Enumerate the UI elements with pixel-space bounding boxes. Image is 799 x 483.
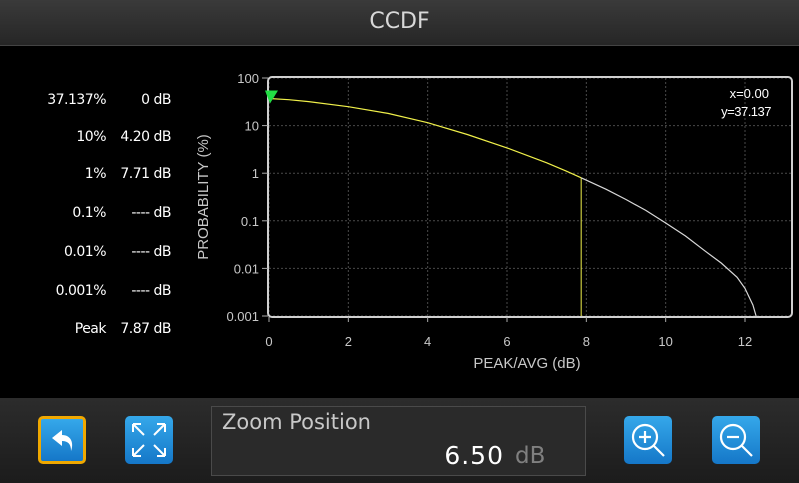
x-tick-label: 10 [658, 334, 672, 349]
back-button[interactable] [38, 416, 86, 464]
expand-arrows-icon [132, 423, 166, 457]
zoom-position-field[interactable]: Zoom Position 6.50 dB [211, 406, 586, 476]
zoom-in-button[interactable] [624, 416, 672, 464]
stat-row: 0.001% ---- dB [0, 283, 200, 303]
ccdf-chart[interactable]: 0 2 4 6 8 10 12 0.001 0.01 0.1 1 10 100 PEAK/AVG (dB… [0, 0, 799, 398]
cursor-readout-y: y=37.137 [721, 104, 771, 119]
zoom-position-label: Zoom Position [222, 410, 371, 434]
stat-percent: 10% [76, 129, 106, 145]
y-tick-label: 10 [245, 119, 259, 134]
stat-percent: 37.137% [47, 92, 106, 108]
window-title: CCDF [369, 9, 430, 34]
y-tick-label: 0.001 [226, 309, 259, 324]
zoom-out-button[interactable] [712, 416, 760, 464]
zoom-in-icon [631, 423, 665, 457]
plot-frame [267, 76, 793, 318]
zoom-position-value: 6.50 [444, 441, 504, 470]
x-tick-label: 2 [345, 334, 352, 349]
stat-percent: 0.1% [72, 205, 106, 221]
x-tick-label: 4 [424, 334, 431, 349]
y-tick-label: 1 [252, 166, 259, 181]
stat-db: ---- dB [131, 283, 171, 299]
stat-row: Peak 7.87 dB [0, 321, 200, 341]
marker-triangle-icon [265, 90, 278, 104]
stat-percent: 0.001% [55, 283, 107, 299]
stat-row: 1% 7.71 dB [0, 166, 200, 186]
chart-grid [268, 77, 791, 317]
stat-db: 0 dB [141, 92, 171, 108]
ccdf-curve [268, 97, 582, 179]
x-tick-label: 12 [738, 334, 752, 349]
chart-series [265, 90, 757, 317]
stat-percent: Peak [74, 321, 107, 337]
cursor-readout-x: x=0.00 [730, 86, 769, 101]
x-axis-label: PEAK/AVG (dB) [473, 355, 580, 372]
stat-db: 4.20 dB [120, 129, 171, 145]
x-tick-label: 6 [503, 334, 510, 349]
stat-db: 7.87 dB [120, 321, 171, 337]
back-arrow-icon [52, 430, 73, 451]
title-bar: CCDF [0, 0, 799, 46]
stat-db: 7.71 dB [120, 166, 171, 182]
zoom-position-unit: dB [515, 443, 546, 469]
stat-db: ---- dB [131, 244, 171, 260]
stat-row: 10% 4.20 dB [0, 129, 200, 149]
ccdf-curve [580, 177, 757, 317]
stat-percent: 0.01% [64, 244, 106, 260]
stat-row: 0.01% ---- dB [0, 244, 200, 264]
x-tick-label: 8 [583, 334, 590, 349]
stat-db: ---- dB [131, 205, 171, 221]
y-tick-label: 0.01 [234, 261, 259, 276]
y-axis-label: PROBABILITY (%) [195, 134, 212, 260]
y-tick-label: 0.1 [241, 214, 259, 229]
stat-percent: 1% [84, 166, 107, 182]
stat-row: 0.1% ---- dB [0, 205, 200, 225]
y-tick-label: 100 [237, 71, 259, 86]
fit-to-screen-button[interactable] [125, 416, 173, 464]
x-tick-label: 0 [265, 334, 272, 349]
axis-ticks: 0 2 4 6 8 10 12 0.001 0.01 0.1 1 10 100 [226, 71, 752, 349]
zoom-out-icon [719, 423, 753, 457]
stat-row: 37.137% 0 dB [0, 92, 200, 112]
